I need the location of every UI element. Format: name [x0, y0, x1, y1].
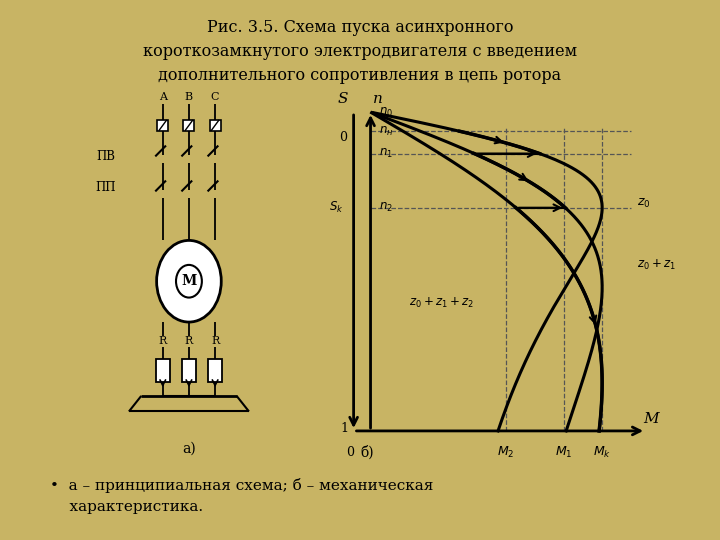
Text: М: М [181, 274, 197, 288]
Text: $z_0+z_1+z_2$: $z_0+z_1+z_2$ [409, 296, 474, 310]
Text: 0: 0 [346, 446, 354, 459]
Text: $n_2$: $n_2$ [379, 201, 393, 214]
Circle shape [157, 240, 221, 322]
Text: характеристика.: характеристика. [50, 500, 204, 514]
Text: R: R [185, 336, 193, 346]
Text: а): а) [182, 441, 196, 455]
Text: $z_0+z_1$: $z_0+z_1$ [637, 258, 676, 272]
Text: B: B [185, 92, 193, 102]
Text: R: R [211, 336, 219, 346]
Text: •  а – принципиальная схема; б – механическая: • а – принципиальная схема; б – механиче… [50, 478, 433, 493]
Text: M: M [643, 412, 659, 426]
Text: $n_0$: $n_0$ [379, 105, 393, 119]
Text: $z_0$: $z_0$ [637, 197, 651, 211]
Text: 1: 1 [341, 422, 348, 435]
Text: дополнительного сопротивления в цепь ротора: дополнительного сопротивления в цепь рот… [158, 68, 562, 84]
Text: ПВ: ПВ [96, 150, 115, 163]
Bar [157, 120, 168, 131]
Bar [184, 120, 194, 131]
Text: 0: 0 [339, 131, 347, 144]
Text: $M_2$: $M_2$ [497, 445, 514, 460]
Bar [210, 120, 220, 131]
Text: $n_1$: $n_1$ [379, 147, 393, 160]
Bar [208, 359, 222, 382]
Text: $n_н$: $n_н$ [379, 125, 394, 138]
Text: ПП: ПП [96, 181, 116, 194]
Text: n: n [373, 92, 383, 106]
Text: короткозамкнутого электродвигателя с введением: короткозамкнутого электродвигателя с вве… [143, 43, 577, 60]
Text: б): б) [361, 445, 374, 460]
Bar [182, 359, 196, 382]
Text: $M_k$: $M_k$ [593, 445, 611, 460]
Bar [156, 359, 169, 382]
Text: Рис. 3.5. Схема пуска асинхронного: Рис. 3.5. Схема пуска асинхронного [207, 19, 513, 36]
Text: R: R [158, 336, 167, 346]
Text: A: A [159, 92, 167, 102]
Text: $M_1$: $M_1$ [555, 445, 573, 460]
Text: C: C [211, 92, 220, 102]
Text: $S_k$: $S_k$ [330, 200, 344, 215]
Text: S: S [338, 92, 348, 106]
